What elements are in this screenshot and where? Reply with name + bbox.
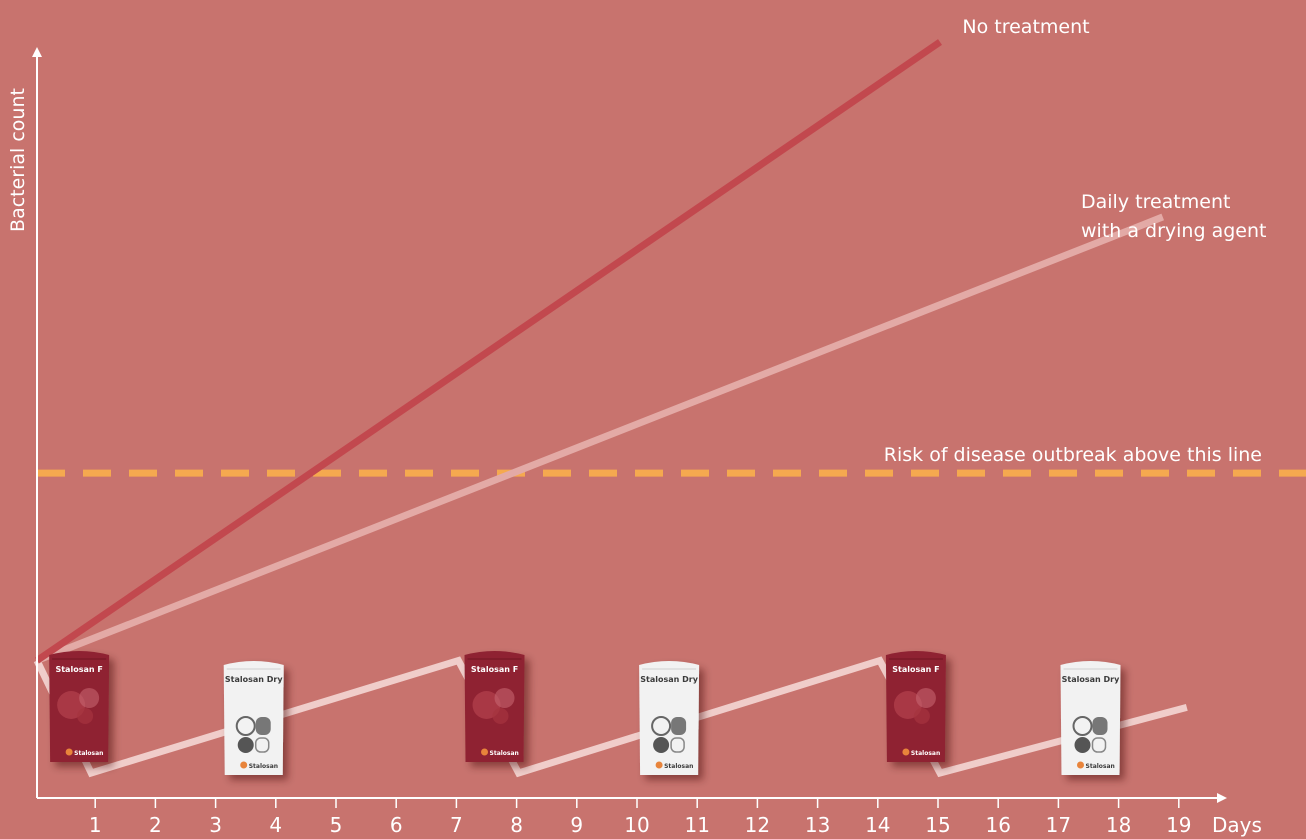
brand-icon [1077, 761, 1084, 769]
x-tick-label: 16 [985, 813, 1010, 837]
bag-graphic [653, 737, 670, 753]
bag-graphic [1092, 717, 1108, 735]
x-tick-label: 7 [450, 813, 463, 837]
axes: Bacterial count Days [7, 47, 1262, 837]
y-axis-title: Bacterial count [7, 88, 29, 232]
bag-brand: Stalosan [249, 763, 278, 770]
x-tick-label: 10 [624, 813, 649, 837]
x-tick-label: 6 [390, 813, 403, 837]
bag-graphic [1074, 737, 1091, 753]
stalosan-f-bag: Stalosan F Stalosan [464, 651, 525, 762]
brand-icon [481, 748, 489, 756]
x-tick-label: 3 [209, 813, 222, 837]
bag-name: Stalosan F [892, 665, 939, 674]
bag-graphic [913, 708, 930, 724]
series-label-0-line-0: No treatment [962, 16, 1089, 38]
bag-brand: Stalosan [490, 750, 519, 757]
label-layer: Risk of disease outbreak above this line… [884, 16, 1267, 466]
series-line-0 [35, 39, 942, 664]
bag-name: Stalosan Dry [640, 675, 698, 684]
stalosan-f-bag: Stalosan F Stalosan [49, 651, 110, 762]
x-axis-title: Days [1212, 813, 1262, 837]
stalosan-f-bag: Stalosan F Stalosan [885, 651, 946, 762]
bag-brand: Stalosan [1086, 763, 1115, 770]
x-tick-label: 9 [570, 813, 583, 837]
brand-icon [65, 748, 73, 756]
bag-graphic [255, 717, 271, 735]
bag-graphic [1072, 716, 1093, 736]
x-tick-label: 19 [1166, 813, 1191, 837]
brand-icon [902, 748, 910, 756]
x-tick-label: 15 [925, 813, 950, 837]
bag-graphic [1091, 737, 1107, 753]
bag-graphic [651, 716, 672, 736]
x-tick-label: 11 [684, 813, 709, 837]
stalosan-dry-bag: Stalosan Dry Stalosan [1060, 661, 1121, 775]
bag-name: Stalosan F [55, 665, 102, 674]
x-tick-label: 5 [330, 813, 343, 837]
bag-graphic [915, 688, 936, 708]
bag-name: Stalosan F [471, 665, 518, 674]
bag-graphic [237, 737, 254, 753]
series-line-1 [35, 213, 1165, 664]
stalosan-dry-bag: Stalosan Dry Stalosan [639, 661, 700, 775]
bag-name: Stalosan Dry [1062, 675, 1120, 684]
bag-graphic [494, 688, 515, 708]
x-tick-label: 1 [89, 813, 102, 837]
bag-graphic [670, 737, 685, 753]
bag-graphic [77, 708, 94, 724]
series-label-1-line-1: with a drying agent [1081, 220, 1266, 242]
stalosan-dry-bag: Stalosan Dry Stalosan [223, 661, 284, 775]
x-tick-label: 12 [745, 813, 770, 837]
x-tick-label: 14 [865, 813, 890, 837]
x-tick-label: 2 [149, 813, 162, 837]
bag-graphic [472, 691, 501, 719]
series-layer [33, 39, 1188, 778]
bag-brand: Stalosan [74, 750, 103, 757]
series-label-1-line-0: Daily treatment [1081, 191, 1230, 213]
bag-brand: Stalosan [664, 763, 693, 770]
x-tick-label: 18 [1106, 813, 1131, 837]
bag-graphic [57, 691, 86, 719]
brand-icon [240, 761, 248, 769]
x-tick-label: 4 [269, 813, 282, 837]
x-tick-label: 8 [510, 813, 523, 837]
bag-brand: Stalosan [911, 750, 940, 757]
series-line-2 [33, 656, 1188, 778]
brand-icon [655, 761, 663, 769]
bag-graphic [671, 717, 687, 735]
bag-graphic [235, 716, 256, 736]
bag-name: Stalosan Dry [225, 675, 283, 684]
bag-graphic [492, 708, 509, 724]
x-tick-label: 13 [805, 813, 830, 837]
bag-graphic [893, 691, 922, 719]
bag-graphic [254, 737, 270, 753]
x-tick-label: 17 [1046, 813, 1071, 837]
threshold-label: Risk of disease outbreak above this line [884, 444, 1262, 466]
tick-layer: 1 2 3 4 5 6 7 8 9 10 11 12 13 14 15 16 17 18 19 [89, 798, 1192, 837]
bag-graphic [79, 688, 100, 708]
